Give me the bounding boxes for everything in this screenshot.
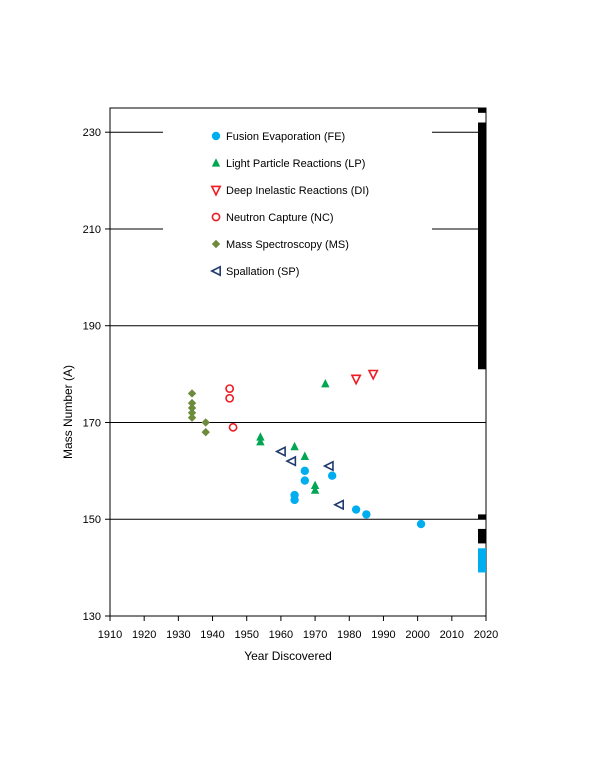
- y-tick-label: 170: [83, 417, 101, 429]
- data-point: [201, 427, 210, 437]
- data-point: [225, 393, 235, 403]
- y-tick-label: 150: [83, 514, 101, 526]
- data-point: [310, 480, 320, 489]
- x-tick-label: 1980: [337, 629, 361, 641]
- data-point: [256, 432, 265, 441]
- legend-entry: Fusion Evaporation (FE): [226, 131, 345, 143]
- edge-bar: [478, 528, 486, 544]
- x-tick-label: 2020: [474, 629, 498, 641]
- legend-marker: [211, 131, 221, 141]
- edge-bar: [478, 122, 486, 370]
- data-point: [187, 398, 197, 408]
- data-point: [201, 418, 210, 427]
- legend-marker: [210, 265, 221, 277]
- edge-bar: [478, 108, 486, 113]
- x-tick-label: 1930: [166, 629, 190, 641]
- data-point: [350, 374, 362, 386]
- legend-entry: Mass Spectroscopy (MS): [226, 239, 349, 251]
- data-point: [300, 451, 310, 460]
- data-point: [285, 455, 297, 467]
- data-point: [321, 378, 330, 388]
- data-point: [256, 437, 265, 446]
- data-point: [187, 403, 197, 413]
- data-point: [187, 389, 197, 398]
- legend-entry: Neutron Capture (NC): [226, 212, 334, 224]
- x-tick-label: 1970: [303, 629, 327, 641]
- data-point: [333, 499, 345, 511]
- data-point: [310, 485, 320, 494]
- data-point: [290, 490, 299, 500]
- x-tick-label: 1910: [98, 629, 122, 641]
- data-point: [416, 519, 426, 529]
- data-point: [300, 476, 310, 485]
- y-tick-label: 190: [83, 321, 101, 333]
- data-point: [362, 510, 371, 519]
- data-point: [274, 446, 286, 457]
- legend-marker: [211, 239, 221, 249]
- x-tick-label: 1950: [234, 629, 258, 641]
- legend-marker: [211, 212, 221, 222]
- data-point: [225, 384, 235, 394]
- x-tick-label: 1940: [200, 629, 224, 641]
- edge-bar: [478, 514, 486, 520]
- x-tick-label: 1960: [269, 629, 293, 641]
- x-axis-title: Year Discovered: [244, 649, 332, 663]
- data-point: [187, 408, 197, 417]
- x-tick-label: 2010: [440, 629, 464, 641]
- x-tick-label: 1990: [371, 629, 395, 641]
- data-point: [322, 460, 334, 472]
- legend-entry: Spallation (SP): [226, 266, 299, 278]
- edge-bar: [478, 548, 486, 573]
- data-point: [351, 505, 361, 514]
- legend-marker: [210, 185, 222, 197]
- data-point: [300, 466, 310, 476]
- x-tick-label: 2000: [405, 629, 429, 641]
- x-tick-label: 1920: [132, 629, 156, 641]
- data-point: [327, 471, 337, 480]
- y-tick-label: 130: [83, 611, 101, 623]
- data-point: [228, 422, 238, 432]
- y-axis-title: Mass Number (A): [61, 365, 75, 459]
- legend: Fusion Evaporation (FE) Light Particle Re…: [210, 131, 369, 278]
- data-point: [187, 413, 197, 422]
- legend-entry: Light Particle Reactions (LP): [226, 158, 365, 170]
- data-point: [290, 441, 299, 451]
- y-tick-label: 210: [83, 224, 101, 236]
- legend-marker: [211, 158, 221, 167]
- legend-entry: Deep Inelastic Reactions (DI): [226, 185, 369, 197]
- data-point: [367, 369, 379, 381]
- y-tick-label: 230: [83, 127, 101, 139]
